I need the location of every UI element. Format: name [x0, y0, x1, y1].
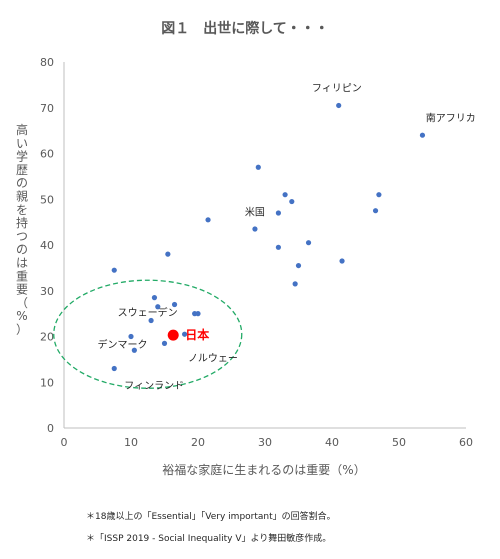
y-axis-title-char: 高	[16, 122, 28, 137]
data-point	[305, 240, 312, 246]
japan-label: 日本	[185, 327, 209, 342]
point-label: フィンランド	[124, 380, 184, 392]
data-point	[275, 210, 281, 216]
data-point	[111, 365, 117, 372]
y-tick-label: 0	[47, 422, 54, 435]
y-axis-title-char: い	[16, 136, 28, 150]
data-point	[339, 258, 345, 264]
y-axis-title-char: の	[16, 176, 28, 190]
footnote-2: ＊「ISSP 2019 - Social Inequality V」より舞田敏彦…	[86, 532, 331, 544]
data-point	[205, 217, 211, 223]
y-axis-title-char: （	[16, 296, 28, 310]
point-label: フィリピン	[312, 83, 362, 95]
data-point	[148, 317, 154, 324]
data-point	[292, 281, 298, 287]
data-point	[255, 164, 261, 170]
data-point	[289, 198, 295, 205]
y-tick-label: 70	[40, 102, 54, 115]
x-tick-label: 50	[392, 436, 406, 449]
data-point	[295, 262, 302, 269]
y-tick-labels: 0 10 20 30 40 50 60 70 80	[40, 56, 54, 435]
nordic-cluster-ellipse	[53, 279, 243, 389]
y-axis-title-char: 持	[16, 215, 28, 230]
data-point	[182, 331, 188, 337]
y-axis-title-char: の	[16, 243, 28, 257]
y-axis-title-char: ）	[16, 323, 28, 337]
x-tick-label: 0	[61, 436, 68, 449]
footnote-1: ＊18歳以上の「Essential」「Very important」の回答割合。	[86, 510, 336, 522]
japan-point	[167, 329, 179, 341]
data-point	[155, 304, 161, 310]
point-label: ノルウェー	[188, 353, 238, 365]
data-point	[372, 208, 379, 214]
point-label: 南アフリカ	[426, 111, 476, 124]
data-point	[376, 192, 382, 198]
data-point	[275, 244, 281, 250]
data-point	[151, 295, 158, 301]
data-point	[195, 311, 201, 317]
data-point	[419, 132, 426, 138]
x-tick-label: 40	[325, 436, 339, 449]
point-label: デンマーク	[98, 338, 148, 351]
x-tick-label: 10	[124, 436, 138, 449]
data-point	[171, 301, 178, 308]
y-axis-title-char: つ	[16, 229, 28, 243]
data-point	[165, 251, 171, 257]
data-point	[111, 267, 117, 273]
y-axis-title-char: 歴	[16, 163, 28, 177]
data-point	[336, 102, 342, 109]
y-tick-label: 10	[40, 376, 54, 389]
x-tick-labels: 0 10 20 30 40 50 60	[61, 436, 474, 449]
y-tick-label: 30	[40, 285, 54, 298]
y-tick-label: 40	[40, 239, 54, 252]
y-axis-title-char: 学	[16, 149, 28, 164]
point-label: スウェーデン	[118, 306, 178, 319]
y-tick-label: 50	[40, 193, 54, 206]
y-tick-label: 20	[40, 331, 54, 344]
point-label: 米国	[245, 205, 265, 218]
data-point	[131, 347, 137, 353]
data-point	[252, 226, 258, 232]
chart-title: 図１ 出世に際して・・・	[161, 20, 329, 37]
y-axis-title-char: は	[16, 256, 28, 270]
data-point	[161, 340, 168, 346]
x-tick-label: 30	[258, 436, 272, 449]
x-axis-title: 裕福な家庭に生まれるのは重要（%）	[162, 462, 365, 477]
x-tick-label: 20	[191, 436, 205, 449]
y-axis-title-char: 親	[16, 190, 28, 204]
y-axis-title-char: %	[16, 309, 27, 323]
y-axis-title-char: 重	[16, 269, 28, 283]
x-tick-label: 60	[459, 436, 473, 449]
y-axis-title-char: 要	[16, 283, 28, 297]
y-tick-label: 80	[40, 56, 54, 69]
data-point	[282, 192, 288, 198]
data-points	[111, 102, 426, 372]
data-point	[128, 333, 134, 340]
y-axis-title-char: を	[16, 203, 28, 217]
y-tick-label: 60	[40, 148, 54, 161]
